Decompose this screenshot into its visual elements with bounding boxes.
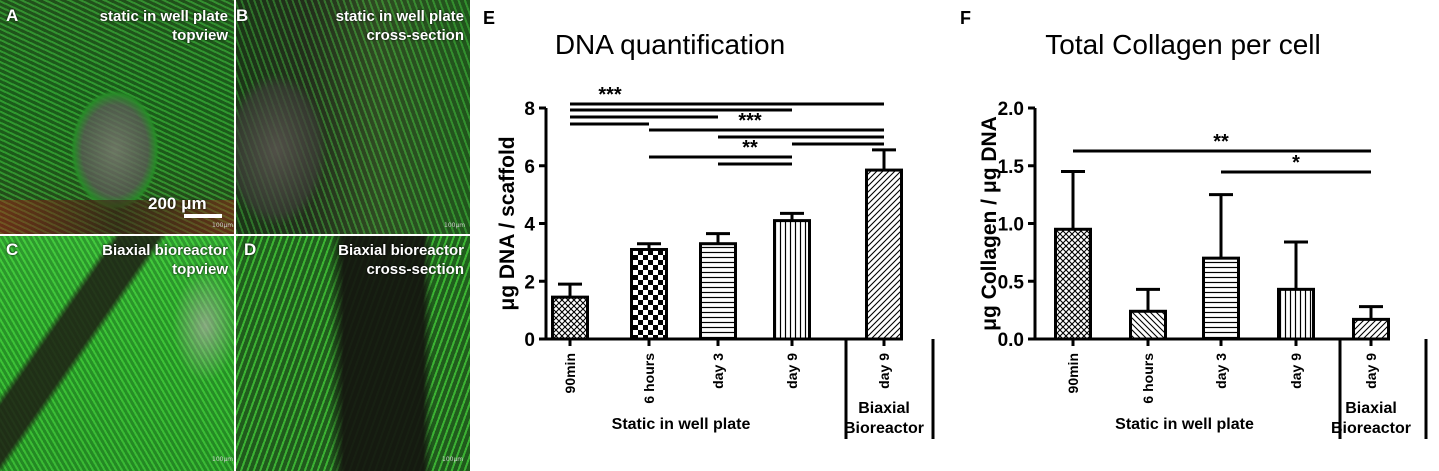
panel-letter-f: F (960, 8, 971, 28)
significance-label: ** (1213, 131, 1229, 153)
micrograph-d: D Biaxial bioreactor cross-section 100μm (236, 236, 470, 471)
bar (1129, 309, 1167, 341)
panel-c-title-line2: topview (172, 261, 228, 278)
micro-label-c: 100μm (212, 456, 234, 463)
panel-d-title-line2: cross-section (366, 261, 464, 278)
group-label-static: Static in well plate (612, 416, 751, 433)
y-tick-label: 1.5 (998, 157, 1025, 178)
bar (773, 219, 811, 341)
micrograph-c: C Biaxial bioreactor topview 100μm (0, 236, 234, 471)
group-label-bioreactor: Bioreactor (1331, 420, 1411, 437)
group-label-static: Static in well plate (1115, 416, 1254, 433)
panel-d-title: Biaxial bioreactor cross-section (338, 241, 464, 279)
group-label-biaxial: Biaxial (1345, 400, 1397, 417)
y-tick-label: 0.5 (998, 272, 1025, 293)
panel-c-title-line1: Biaxial bioreactor (102, 242, 228, 259)
x-tick-label: day 9 (1363, 353, 1379, 389)
bar (1202, 256, 1240, 341)
x-tick-label: day 9 (784, 353, 800, 389)
y-tick-label: 2.0 (998, 99, 1024, 120)
x-tick-label: 6 hours (1140, 353, 1156, 404)
group-label-bioreactor: Bioreactor (844, 420, 924, 437)
y-tick-label: 2 (524, 272, 535, 293)
panel-letter-d: D (244, 240, 257, 259)
y-tick-label: 4 (524, 215, 535, 236)
bar (1054, 227, 1092, 341)
bar (630, 247, 668, 341)
y-tick-label: 8 (524, 99, 535, 120)
panel-b-title: static in well plate cross-section (336, 7, 464, 45)
bar (699, 242, 737, 341)
scale-bar-label: 200 μm (148, 194, 207, 213)
y-tick-label: 0.0 (998, 330, 1024, 351)
micrograph-a: A static in well plate topview 200 μm 10… (0, 0, 234, 234)
panel-b-title-line1: static in well plate (335, 8, 464, 25)
y-axis-label: μg DNA / scaffold (496, 136, 519, 310)
significance-label: ** (742, 137, 758, 159)
y-tick-label: 6 (524, 157, 535, 178)
bar (551, 295, 589, 341)
scale-bar (184, 214, 222, 218)
bar (1352, 317, 1390, 341)
x-tick-label: 90min (1065, 353, 1081, 393)
micro-label-b: 100μm (444, 222, 466, 229)
panel-d-title-line1: Biaxial bioreactor (338, 242, 464, 259)
panel-letter-c: C (6, 240, 19, 259)
panel-a-title-line2: topview (172, 27, 228, 44)
panel-a-title: static in well plate topview (100, 7, 228, 45)
micro-label-a: 100μm (212, 222, 234, 229)
significance-label: * (1292, 152, 1300, 174)
x-tick-label: day 9 (876, 353, 892, 389)
micro-label-d: 100μm (442, 456, 464, 463)
panel-letter-a: A (6, 6, 19, 25)
y-tick-label: 0 (524, 330, 535, 351)
panel-b-title-line2: cross-section (366, 27, 464, 44)
group-label-biaxial: Biaxial (858, 400, 910, 417)
chart-title: DNA quantification (555, 29, 785, 60)
panel-letter-b: B (236, 6, 249, 25)
y-axis-label: μg Collagen / μg DNA (978, 116, 1001, 331)
significance-label: *** (738, 110, 762, 132)
bar (865, 168, 903, 341)
x-tick-label: day 3 (710, 353, 726, 389)
y-tick-label: 1.0 (998, 215, 1024, 236)
x-tick-label: 6 hours (641, 353, 657, 404)
panel-c-title: Biaxial bioreactor topview (102, 241, 228, 279)
significance-label: *** (598, 84, 622, 106)
x-tick-label: day 9 (1288, 353, 1304, 389)
chart-total-collagen: Total Collagen per cell μg Collagen / μg … (978, 29, 1428, 439)
x-tick-label: 90min (562, 353, 578, 393)
panel-a-title-line1: static in well plate (99, 8, 228, 25)
panel-letter-e: E (483, 8, 496, 28)
micrograph-b: B static in well plate cross-section 100… (236, 0, 470, 234)
bar (1277, 287, 1315, 341)
chart-title: Total Collagen per cell (1045, 29, 1321, 60)
x-tick-label: day 3 (1213, 353, 1229, 389)
